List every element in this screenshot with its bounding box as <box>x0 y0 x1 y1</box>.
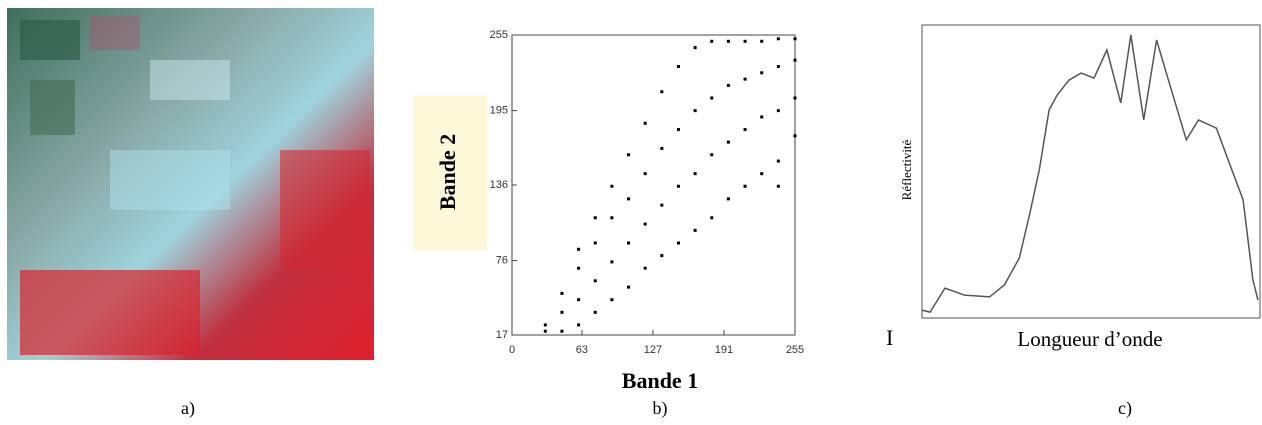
y-axis-label: Réflectivité <box>899 139 914 200</box>
scatter-point <box>776 184 780 188</box>
scatter-point <box>710 216 714 220</box>
line-frame <box>921 24 1261 319</box>
scatter-point <box>643 172 647 176</box>
scatter-point <box>593 279 597 283</box>
scatter-point <box>610 260 614 264</box>
scatter-point <box>760 115 764 119</box>
scatter-point <box>743 184 747 188</box>
scatter-point <box>693 228 697 232</box>
scatter-point <box>776 65 780 69</box>
scatter-point <box>726 83 730 87</box>
scatter-point <box>776 159 780 163</box>
scatter-point <box>627 197 631 201</box>
scatter-point <box>643 222 647 226</box>
scatter-point <box>776 109 780 113</box>
scatter-point <box>577 266 581 270</box>
y-label-box <box>413 95 487 250</box>
line <box>921 34 1259 314</box>
scatter-point <box>743 128 747 132</box>
scatter-point <box>610 298 614 302</box>
x-axis-label: Longueur d’onde <box>1017 327 1162 351</box>
scatter-point <box>627 285 631 289</box>
scatter-point <box>660 146 664 150</box>
x-tick-label: 0 <box>509 344 515 356</box>
caption: a) <box>181 398 195 419</box>
scatter-point <box>577 247 581 251</box>
scatter-point <box>643 266 647 270</box>
scatter-point <box>543 323 547 327</box>
scatter-point <box>676 65 680 69</box>
scatter-point <box>627 153 631 157</box>
scatter-point <box>610 184 614 188</box>
scatter-point <box>726 140 730 144</box>
x-tick-label: 255 <box>786 344 804 356</box>
scatter-point <box>793 58 797 62</box>
scatter-point <box>660 254 664 258</box>
scatter-point <box>560 329 564 333</box>
scatter-point <box>627 241 631 245</box>
scatter-point <box>610 216 614 220</box>
scatter-point <box>593 216 597 220</box>
scatter-point <box>710 96 714 100</box>
x-tick-label: 191 <box>715 344 733 356</box>
scatter-point <box>693 109 697 113</box>
scatter-point <box>560 310 564 314</box>
scatter-point <box>560 291 564 295</box>
y-tick-label: 255 <box>490 29 508 41</box>
scatter-point <box>660 203 664 207</box>
scatter-point <box>693 172 697 176</box>
caption: b) <box>653 398 668 419</box>
scatter-frame <box>511 34 796 336</box>
scatter-point <box>676 184 680 188</box>
scatter-point <box>577 323 581 327</box>
satellite-image <box>7 8 374 360</box>
x-tick-label: 127 <box>644 344 662 356</box>
scatter-point <box>593 241 597 245</box>
scatter-point <box>760 172 764 176</box>
scatter-point <box>577 298 581 302</box>
scatter-point <box>676 128 680 132</box>
y-tick-label: 17 <box>496 329 508 341</box>
scatter-point <box>643 121 647 125</box>
scatter-point <box>693 46 697 50</box>
x-axis-label: Bande 1 <box>622 368 698 393</box>
scatter-point <box>760 71 764 75</box>
scatter-point <box>743 39 747 43</box>
caption: c) <box>1118 398 1132 419</box>
scatter-point <box>710 39 714 43</box>
scatter-point <box>593 310 597 314</box>
scatter-point <box>726 39 730 43</box>
x-tick-label: 63 <box>576 344 588 356</box>
scatter-point <box>760 39 764 43</box>
y-tick-label: 76 <box>496 255 508 267</box>
scatter-point <box>743 77 747 81</box>
scatter-point <box>793 96 797 100</box>
y-axis-label: Bande 2 <box>435 134 460 210</box>
y-tick-label: 195 <box>490 105 508 117</box>
scatter-point <box>793 37 797 41</box>
scatter-point <box>710 153 714 157</box>
annotation: I <box>886 325 893 350</box>
scatter-point <box>676 241 680 245</box>
scatter-point <box>660 90 664 94</box>
y-tick-label: 136 <box>490 179 508 191</box>
scatter-point <box>726 197 730 201</box>
scatter-point <box>793 134 797 138</box>
scatter-point <box>776 37 780 41</box>
scatter-point <box>543 329 547 333</box>
